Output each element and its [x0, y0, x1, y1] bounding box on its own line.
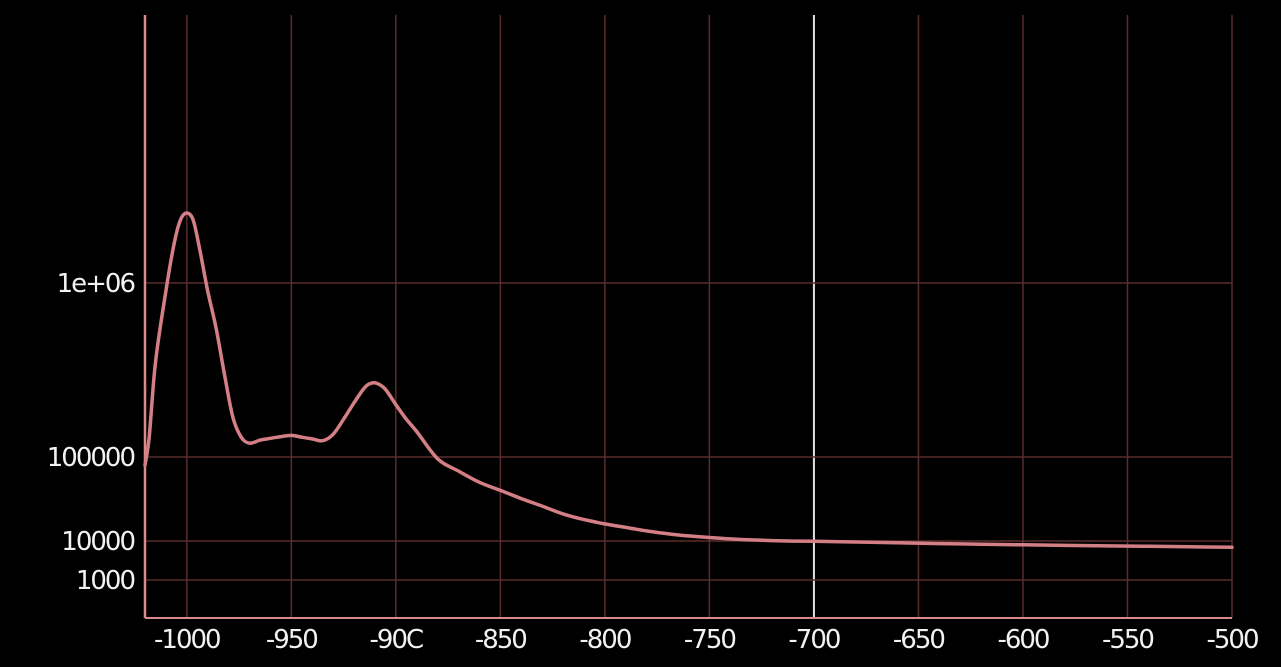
- x-tick-label: -850: [475, 625, 526, 655]
- x-tick-label: -700: [788, 625, 839, 655]
- tick-labels: -1000 -950 -90C -850 -800 -750 -700 -650 -600 -55…: [47, 269, 1260, 655]
- x-tick-label: -950: [266, 625, 317, 655]
- axes: [143, 15, 1232, 619]
- x-tick-label: -800: [579, 625, 630, 655]
- y-tick-label: 100000: [47, 443, 135, 473]
- x-tick-label: -90C: [370, 625, 423, 655]
- x-tick-label: -550: [1102, 625, 1153, 655]
- y-tick-label: 10000: [61, 527, 134, 557]
- y-tick-label: 1000: [76, 566, 135, 596]
- series: [143, 211, 1234, 550]
- x-tick-label: -1000: [154, 625, 220, 655]
- x-tick-label: -650: [893, 625, 944, 655]
- x-tick-label: -600: [997, 625, 1048, 655]
- y-tick-label: 1e+06: [57, 269, 135, 299]
- x-tick-label: -750: [684, 625, 735, 655]
- series-line: [143, 211, 1234, 550]
- grid: [145, 15, 1233, 618]
- x-tick-label: -500: [1206, 625, 1257, 655]
